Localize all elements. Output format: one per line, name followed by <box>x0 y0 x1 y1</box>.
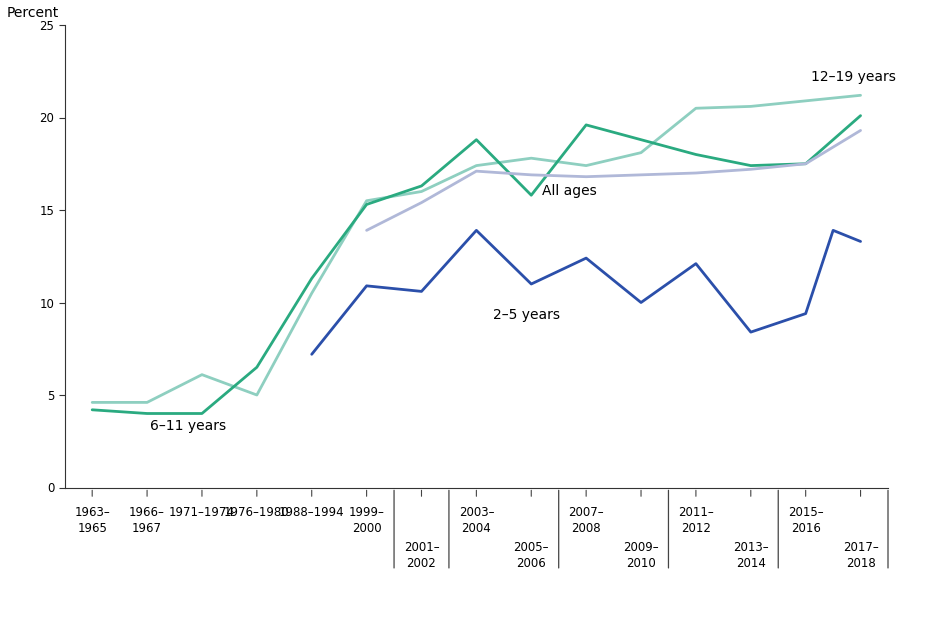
Text: All ages: All ages <box>542 184 597 199</box>
Text: 6–11 years: 6–11 years <box>150 419 226 434</box>
Text: 1971–1974: 1971–1974 <box>169 506 235 519</box>
Text: 2015–
2016: 2015– 2016 <box>788 506 823 535</box>
Text: 2011–
2012: 2011– 2012 <box>678 506 714 535</box>
Text: 1976–1980: 1976–1980 <box>224 506 290 519</box>
Text: 2007–
2008: 2007– 2008 <box>568 506 604 535</box>
Text: 1999–
2000: 1999– 2000 <box>349 506 385 535</box>
Text: 1963–
1965: 1963– 1965 <box>74 506 110 535</box>
Text: 1966–
1967: 1966– 1967 <box>130 506 165 535</box>
Text: 12–19 years: 12–19 years <box>811 70 896 84</box>
Text: 2003–
2004: 2003– 2004 <box>459 506 494 535</box>
Text: Percent: Percent <box>7 6 59 21</box>
Text: 2017–
2018: 2017– 2018 <box>843 541 879 570</box>
Text: 2013–
2014: 2013– 2014 <box>733 541 769 570</box>
Text: 2005–
2006: 2005– 2006 <box>513 541 549 570</box>
Text: 1988–1994: 1988–1994 <box>279 506 344 519</box>
Text: 2001–
2002: 2001– 2002 <box>403 541 439 570</box>
Text: 2009–
2010: 2009– 2010 <box>623 541 659 570</box>
Text: 2–5 years: 2–5 years <box>493 309 560 322</box>
